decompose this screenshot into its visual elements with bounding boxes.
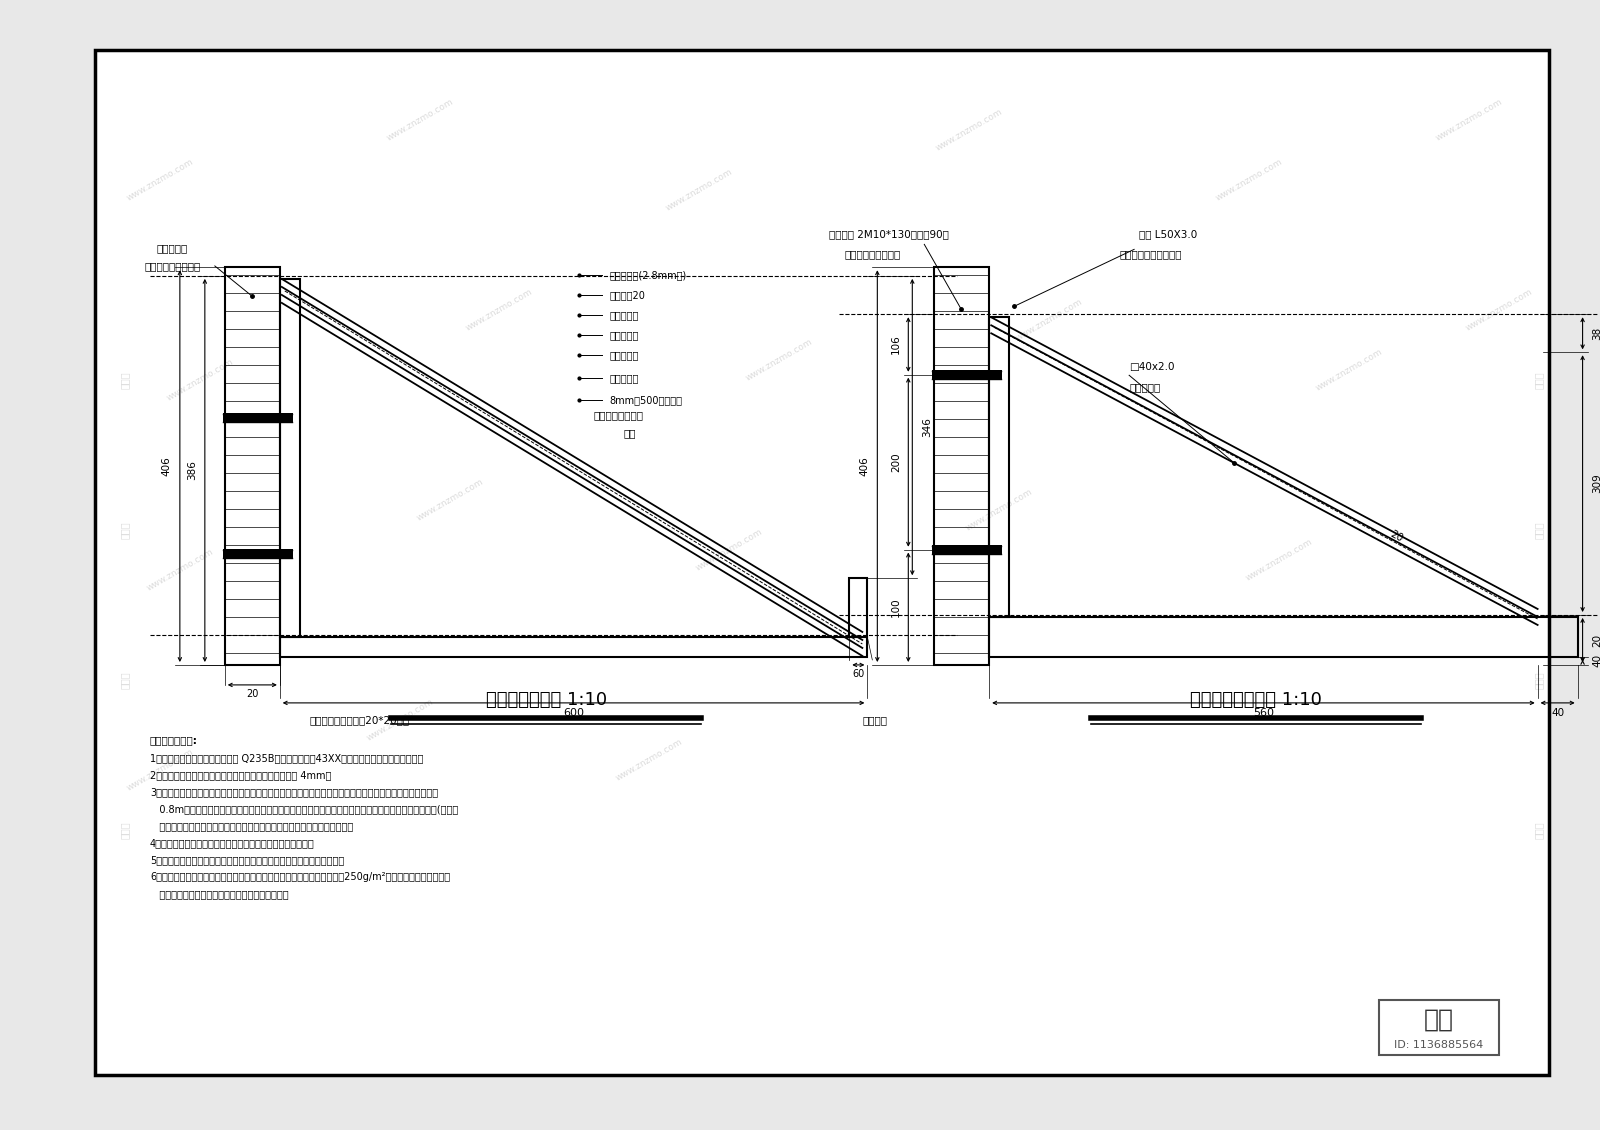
Text: 吊顶木龙骨: 吊顶木龙骨 <box>610 373 638 383</box>
Bar <box>1379 1000 1499 1054</box>
Text: 0.8m，当无法穿墙或搁置上砖或圈梁上时，可安装在砖墙上，但后需先给处主并将结原砖墙墙砖放性。(必须时: 0.8m，当无法穿墙或搁置上砖或圈梁上时，可安装在砖墙上，但后需先给处主并将结原… <box>150 803 458 814</box>
Text: 檐口封板: 檐口封板 <box>862 715 888 724</box>
Text: 8mm厚500宽埃特板: 8mm厚500宽埃特板 <box>610 396 683 406</box>
Text: www.znzmo.com: www.znzmo.com <box>965 487 1034 533</box>
Text: 600: 600 <box>563 707 584 718</box>
Text: 知末网: 知末网 <box>120 671 130 688</box>
Text: www.znzmo.com: www.znzmo.com <box>384 97 454 144</box>
Bar <box>222 414 293 424</box>
Text: www.znzmo.com: www.znzmo.com <box>125 747 195 792</box>
Text: 知末网: 知末网 <box>120 521 130 539</box>
Text: www.znzmo.com: www.znzmo.com <box>1014 297 1085 344</box>
Bar <box>222 548 293 558</box>
Text: www.znzmo.com: www.znzmo.com <box>146 547 214 593</box>
Text: 钢结构设计说明:: 钢结构设计说明: <box>150 734 198 745</box>
Text: 1、所有未注明钢构件的材质均为 Q235B，手工焊焊材及43XX，其余材料与主材质量相配套。: 1、所有未注明钢构件的材质均为 Q235B，手工焊焊材及43XX，其余材料与主材… <box>150 753 424 763</box>
Text: 346: 346 <box>922 417 933 437</box>
Text: 560: 560 <box>1253 707 1274 718</box>
Text: www.znzmo.com: www.znzmo.com <box>365 697 435 742</box>
Text: 38: 38 <box>1592 327 1600 340</box>
Text: 60: 60 <box>853 669 864 679</box>
Text: 309: 309 <box>1592 473 1600 494</box>
Text: www.znzmo.com: www.znzmo.com <box>165 357 235 403</box>
Bar <box>934 268 989 664</box>
Text: 角钢 L50X3.0: 角钢 L50X3.0 <box>1139 229 1197 240</box>
Text: 406: 406 <box>859 457 869 476</box>
Bar <box>989 617 1578 657</box>
Text: 386: 386 <box>187 461 197 480</box>
Text: 40: 40 <box>1592 654 1600 668</box>
Text: www.znzmo.com: www.znzmo.com <box>1314 347 1384 393</box>
Bar <box>933 370 1002 380</box>
Text: 106: 106 <box>891 334 901 355</box>
Text: 知末网: 知末网 <box>1534 822 1544 838</box>
Text: 方钢管骨架: 方钢管骨架 <box>610 350 638 360</box>
Text: www.znzmo.com: www.znzmo.com <box>1434 97 1504 144</box>
Bar <box>280 637 867 657</box>
Text: 6、钢结构拼接：所有钢结构采用热浸镀锌防腐，其标准镀锌量不低于克密250g/m²，焊接部位，在焊接完成: 6、钢结构拼接：所有钢结构采用热浸镀锌防腐，其标准镀锌量不低于克密250g/m²… <box>150 871 450 881</box>
Text: 200: 200 <box>891 452 901 472</box>
Text: 方钢管骨架: 方钢管骨架 <box>610 330 638 340</box>
Text: www.znzmo.com: www.znzmo.com <box>414 477 485 523</box>
Text: ID: 1136885564: ID: 1136885564 <box>1394 1040 1483 1050</box>
Text: 知末网: 知末网 <box>120 822 130 838</box>
Text: 知末网: 知末网 <box>1534 372 1544 389</box>
Text: 4、木质檩条与钢结主枋之和及用量率钢凸腐器设于骨销售上。: 4、木质檩条与钢结主枋之和及用量率钢凸腐器设于骨销售上。 <box>150 837 315 848</box>
Text: www.znzmo.com: www.znzmo.com <box>125 157 195 203</box>
Text: 基层以现有建筑为准: 基层以现有建筑为准 <box>146 261 202 271</box>
Bar <box>850 579 867 637</box>
Text: 2、所有过期钢构件之间的连接均采用角焊缝，焊脚高度 4mm。: 2、所有过期钢构件之间的连接均采用角焊缝，焊脚高度 4mm。 <box>150 770 331 780</box>
Text: 406: 406 <box>162 457 171 476</box>
Text: www.znzmo.com: www.znzmo.com <box>614 737 685 783</box>
Text: www.znzmo.com: www.znzmo.com <box>1464 287 1534 333</box>
Text: 木望板厚20: 木望板厚20 <box>610 290 645 301</box>
Text: 屋面板檩条，四道: 屋面板檩条，四道 <box>594 410 643 420</box>
Text: 用化学锚栓固定于墙面: 用化学锚栓固定于墙面 <box>1118 250 1182 260</box>
Text: 屋面板檩条: 屋面板檩条 <box>610 311 638 320</box>
Text: www.znzmo.com: www.znzmo.com <box>744 338 814 383</box>
Text: 其余均按此规格安装: 其余均按此规格安装 <box>845 250 901 260</box>
Text: 知末: 知末 <box>1424 1008 1454 1032</box>
Text: 化学锚栓 2M10*130（孔深90）: 化学锚栓 2M10*130（孔深90） <box>829 229 949 240</box>
Text: 灰色树脂瓦(2.8mm厚): 灰色树脂瓦(2.8mm厚) <box>610 270 686 280</box>
Text: www.znzmo.com: www.znzmo.com <box>934 107 1005 154</box>
Text: www.znzmo.com: www.znzmo.com <box>664 167 734 214</box>
Text: 20: 20 <box>1592 634 1600 646</box>
Text: 方钢管骨架: 方钢管骨架 <box>1130 382 1160 392</box>
Bar <box>933 545 1002 555</box>
Text: 木板: 木板 <box>624 428 637 438</box>
Text: 5、若项浅理需主套施工单位进工程验收后行为加工制作，本图仅为示意。: 5、若项浅理需主套施工单位进工程验收后行为加工制作，本图仅为示意。 <box>150 854 344 864</box>
Text: 40: 40 <box>1550 707 1565 718</box>
Bar <box>280 279 299 637</box>
Text: www.znzmo.com: www.znzmo.com <box>1214 157 1285 203</box>
Text: 窗檐钢骨架大样图 1:10: 窗檐钢骨架大样图 1:10 <box>1190 690 1322 709</box>
Text: □40x2.0: □40x2.0 <box>1130 363 1174 372</box>
Text: 知末网: 知末网 <box>1534 671 1544 688</box>
Text: www.znzmo.com: www.znzmo.com <box>1245 537 1314 583</box>
Bar <box>226 268 280 664</box>
Text: 知末网: 知末网 <box>120 372 130 389</box>
Text: 20: 20 <box>1389 529 1405 544</box>
Text: www.znzmo.com: www.znzmo.com <box>464 287 534 333</box>
Text: 3、三角形钢骨架应安装在原建筑的墙板和圈梁上（砖混结构），通超聚乙烯密度建（整混结构），间距不大于: 3、三角形钢骨架应安装在原建筑的墙板和圈梁上（砖混结构），通超聚乙烯密度建（整混… <box>150 786 438 797</box>
Text: 需进行可靠有原框标示可安安放置，钢骨架又以浇筑上直筋在析掉掉格尺。: 需进行可靠有原框标示可安安放置，钢骨架又以浇筑上直筋在析掉掉格尺。 <box>150 820 354 831</box>
Text: 后，应先去除掉焊渣等杂物，管壁初涂进行补涂。: 后，应先去除掉焊渣等杂物，管壁初涂进行补涂。 <box>150 889 288 898</box>
Text: 原建筑表面: 原建筑表面 <box>157 243 189 253</box>
Bar <box>989 318 1010 617</box>
Text: 吊顶木龙骨，不小于20*20方木: 吊顶木龙骨，不小于20*20方木 <box>310 715 410 724</box>
Text: 20: 20 <box>246 689 259 698</box>
Text: 100: 100 <box>891 598 901 617</box>
Text: 知末网: 知末网 <box>1534 521 1544 539</box>
Text: www.znzmo.com: www.znzmo.com <box>694 528 765 573</box>
Text: 窗檐做法剖面图 1:10: 窗檐做法剖面图 1:10 <box>485 690 606 709</box>
